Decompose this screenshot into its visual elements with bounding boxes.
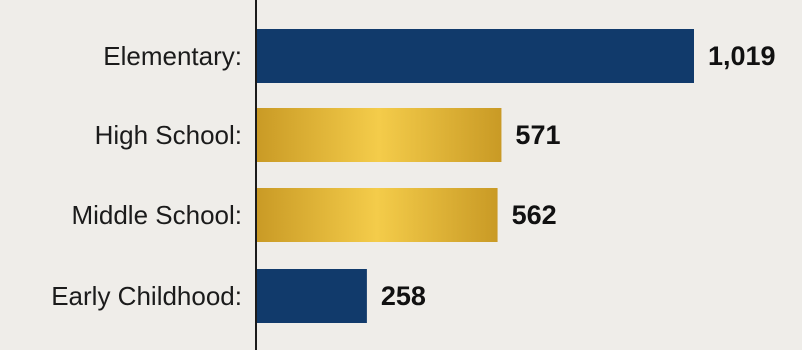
bar-high-school — [256, 108, 502, 162]
category-label-early-childhood: Early Childhood: — [51, 281, 242, 311]
category-label-elementary: Elementary: — [103, 41, 242, 71]
value-label-high-school: 571 — [515, 120, 560, 150]
value-label-elementary: 1,019 — [708, 41, 776, 71]
category-label-high-school: High School: — [95, 120, 242, 150]
bar-early-childhood — [256, 269, 367, 323]
bar-elementary — [256, 29, 694, 83]
value-label-middle-school: 562 — [512, 200, 557, 230]
value-label-early-childhood: 258 — [381, 281, 426, 311]
category-label-middle-school: Middle School: — [71, 200, 242, 230]
labels-layer: Elementary: 1,019 High School: 571 Middle Sc… — [51, 41, 775, 311]
bar-middle-school — [256, 188, 498, 242]
bars-layer — [256, 29, 694, 323]
